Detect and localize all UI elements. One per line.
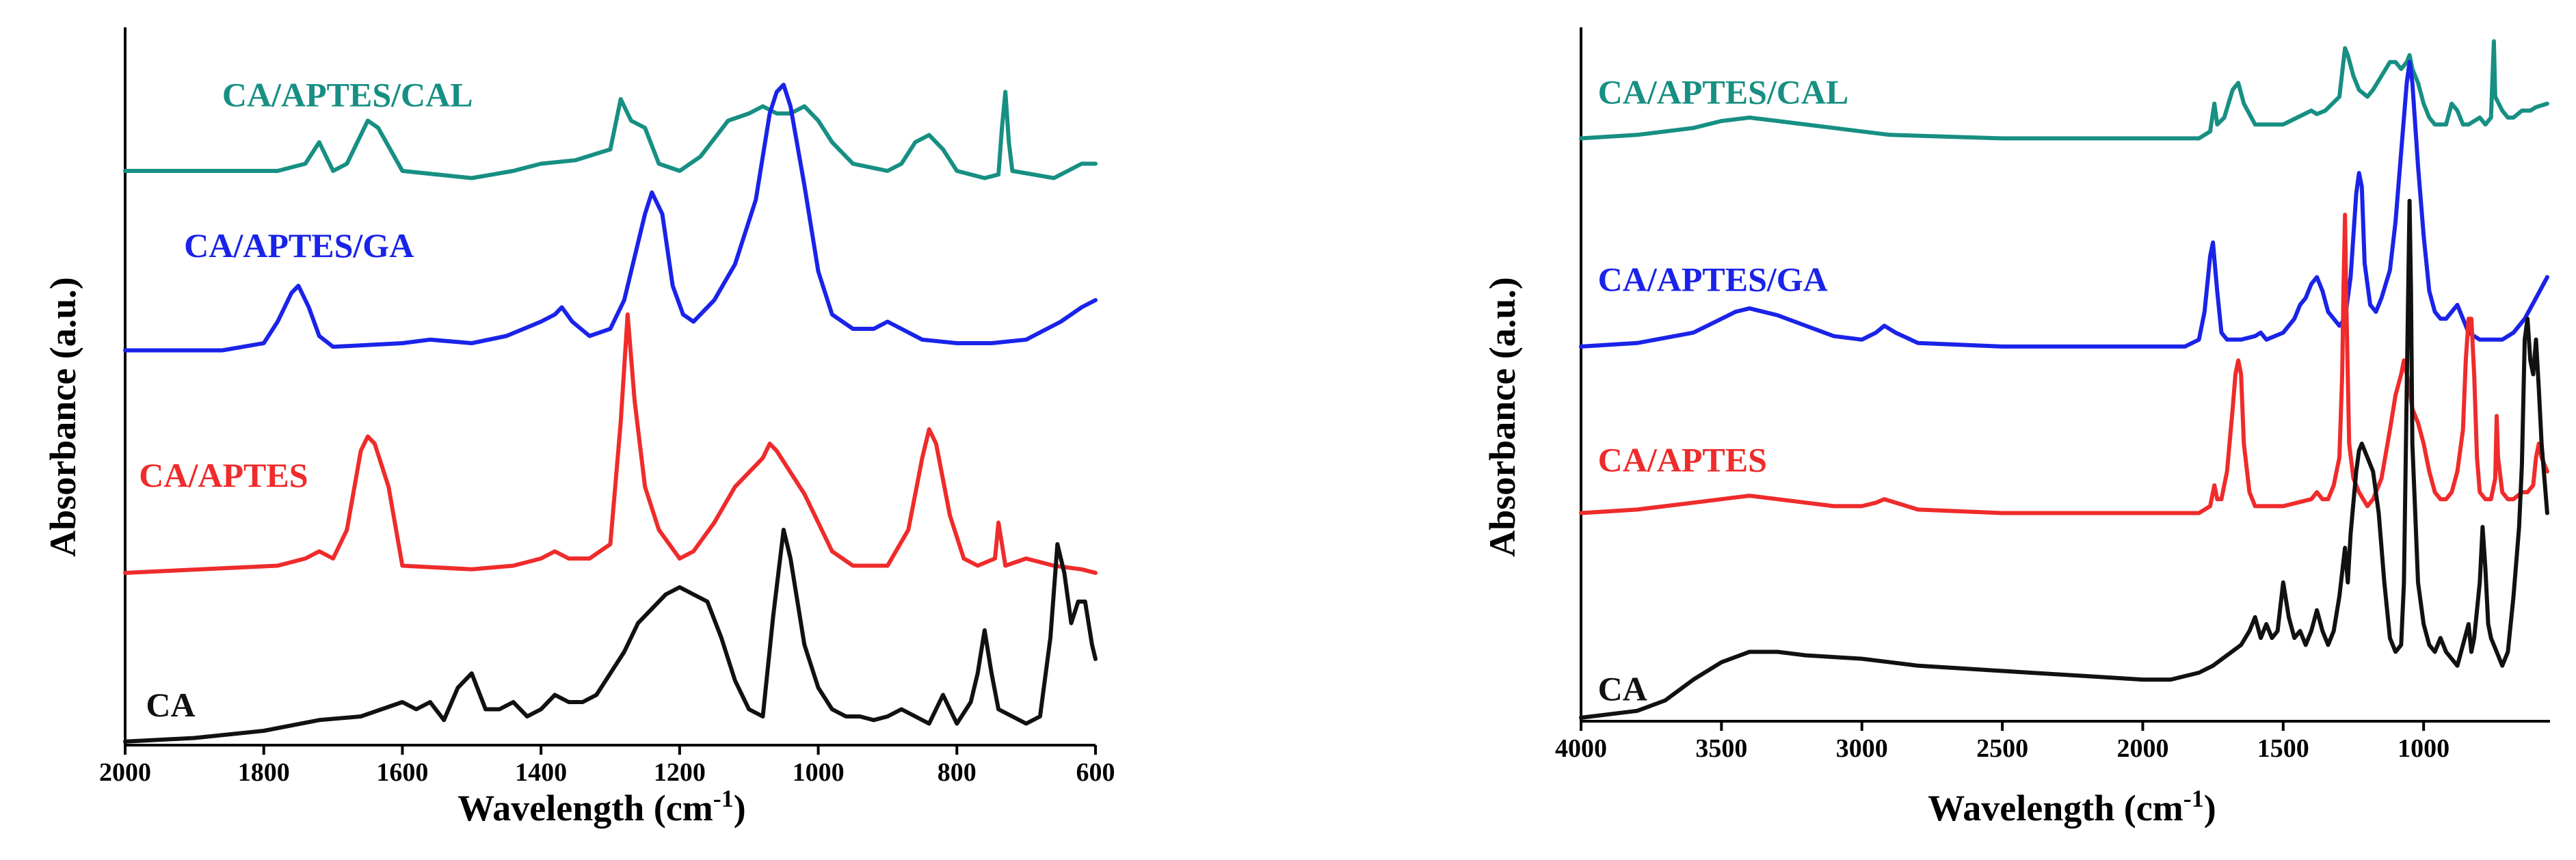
right-panel: Absorbance (a.u.) Wavelength (cm-1) 4000… [1482, 27, 2550, 829]
x-tick-label: 2500 [1976, 734, 2028, 763]
x-axis-title: Wavelength (cm-1) [1928, 785, 2216, 829]
x-tick-label: 2000 [99, 758, 151, 787]
series-line-ca [123, 528, 1098, 744]
x-tick-label: 3500 [1695, 734, 1747, 763]
series-label: CA/APTES/CAL [222, 76, 473, 114]
series-label: CA/APTES/GA [1598, 260, 1828, 299]
series-label: CA [146, 686, 195, 724]
x-tick-label: 3000 [1836, 734, 1888, 763]
x-tick-label: 1000 [793, 758, 845, 787]
y-axis-title: Absorbance (a.u.) [42, 277, 83, 557]
series-label: CA/APTES [1598, 441, 1767, 479]
series-line-ca-aptes [123, 312, 1098, 575]
x-tick-label: 1400 [515, 758, 567, 787]
x-tick-label: 1000 [2398, 734, 2449, 763]
x-tick-label: 1500 [2257, 734, 2309, 763]
series-line-ca-aptes-cal [1579, 39, 2549, 141]
series-label: CA/APTES/GA [184, 226, 414, 265]
x-tick-label: 1600 [376, 758, 428, 787]
x-tick-label: 600 [1076, 758, 1115, 787]
x-tick-label: 1800 [238, 758, 290, 787]
series-line-ca-aptes-ga [123, 83, 1098, 353]
series-label: CA [1598, 670, 1647, 708]
series-label: CA/APTES [139, 456, 308, 494]
series-label: CA/APTES/CAL [1598, 73, 1849, 111]
series-line-ca-aptes [1579, 213, 2549, 515]
x-tick-label: 4000 [1555, 734, 1607, 763]
y-axis-title: Absorbance (a.u.) [1482, 277, 1523, 557]
series-line-ca-aptes-cal [123, 90, 1098, 180]
x-axis-title: Wavelength (cm-1) [457, 785, 745, 829]
series-line-ca-aptes-ga [1579, 59, 2549, 349]
x-tick-label: 1200 [654, 758, 706, 787]
x-tick-label: 2000 [2116, 734, 2168, 763]
axes-frame [124, 27, 1096, 747]
series-line-ca [1579, 198, 2549, 720]
left-panel: Absorbance (a.u.) Wavelength (cm-1) 2000… [42, 27, 1115, 829]
x-tick-label: 800 [938, 758, 977, 787]
